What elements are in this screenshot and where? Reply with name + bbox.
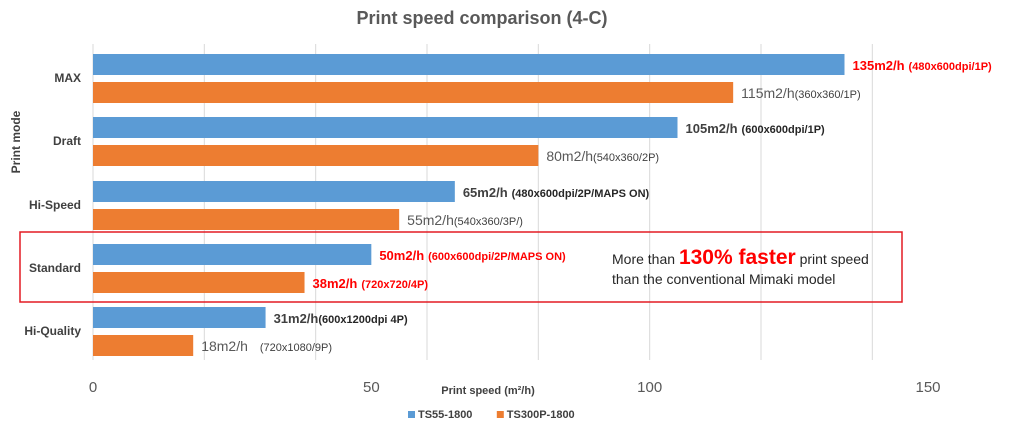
legend-label: TS55-1800 xyxy=(418,409,472,421)
x-tick-labels: 0 50 100 150 xyxy=(89,379,941,396)
data-label-detail: (540x360/3P/) xyxy=(454,216,523,228)
data-label-value: 115m2/h xyxy=(741,85,794,101)
x-tick-label: 50 xyxy=(363,379,380,396)
data-label-detail: (720x720/4P) xyxy=(361,279,428,291)
bar-ts300p xyxy=(93,82,734,103)
category-label: Standard xyxy=(29,261,81,275)
data-label-detail: (600x600dpi/2P/MAPS ON) xyxy=(428,251,566,263)
highlight-box xyxy=(19,231,903,303)
data-label-detail: (600x600dpi/1P) xyxy=(742,124,825,136)
x-tick-label: 150 xyxy=(915,379,940,396)
bar-ts55 xyxy=(93,54,845,75)
highlight-callout: More than 130% faster print speed than th… xyxy=(19,231,903,303)
data-label: 65m2/h (480x600dpi/2P/MAPS ON) xyxy=(463,185,650,200)
data-label-value: 55m2/h xyxy=(407,212,454,228)
bar-ts55 xyxy=(93,307,266,328)
data-label: 55m2/h(540x360/3P/) xyxy=(407,212,523,228)
x-tick-label: 0 xyxy=(89,379,97,396)
data-label-value: 135m2/h xyxy=(853,58,905,73)
legend-swatch xyxy=(408,411,415,418)
data-label: 38m2/h (720x720/4P) xyxy=(313,276,429,291)
x-tick-label: 100 xyxy=(637,379,662,396)
data-label: 80m2/h(540x360/2P) xyxy=(546,148,659,164)
data-label-detail: (540x360/2P) xyxy=(593,152,659,164)
category-label: Hi-Quality xyxy=(24,324,81,338)
data-label: 50m2/h (600x600dpi/2P/MAPS ON) xyxy=(379,248,566,263)
callout-line-1: More than 130% faster print speed xyxy=(612,246,869,269)
legend-swatch xyxy=(496,411,504,418)
x-axis-title: Print speed (m²/h) xyxy=(441,385,535,397)
data-label-value: 80m2/h xyxy=(546,148,593,164)
bar-ts300p xyxy=(93,209,400,230)
data-label: 31m2/h(600x1200dpi 4P) xyxy=(274,311,408,326)
data-label-value: 105m2/h xyxy=(686,121,738,136)
data-label-detail: (720x1080/9P) xyxy=(260,342,332,354)
category-labels: MAX Draft Hi-Speed Standard Hi-Quality xyxy=(24,71,81,338)
data-label: 105m2/h (600x600dpi/1P) xyxy=(686,121,826,136)
data-label: 115m2/h(360x360/1P) xyxy=(741,85,861,101)
data-label-value: 65m2/h xyxy=(463,185,508,200)
data-label-detail: (360x360/1P) xyxy=(795,89,861,101)
data-label-value: 38m2/h xyxy=(313,276,358,291)
bar-ts55 xyxy=(93,181,455,202)
category-label: Draft xyxy=(53,134,81,148)
bar-ts55 xyxy=(93,244,372,265)
data-label-detail: (600x1200dpi 4P) xyxy=(318,314,408,326)
data-label-detail: (480x600dpi/1P) xyxy=(909,61,992,73)
data-label: 135m2/h (480x600dpi/1P) xyxy=(853,58,993,73)
bar-ts300p xyxy=(93,272,305,293)
chart-title: Print speed comparison (4-C) xyxy=(356,8,607,28)
callout-prefix: More than xyxy=(612,251,679,267)
bar-ts55 xyxy=(93,117,678,138)
bars xyxy=(93,54,845,356)
bar-ts300p xyxy=(93,335,194,356)
bar-ts300p xyxy=(93,145,539,166)
data-label-value: 18m2/h xyxy=(201,338,248,354)
data-label: 18m2/h (720x1080/9P) xyxy=(201,338,332,354)
legend-label: TS300P-1800 xyxy=(507,409,575,421)
callout-suffix: print speed xyxy=(796,251,869,267)
data-label-value: 31m2/h xyxy=(274,311,319,326)
data-label-value: 50m2/h xyxy=(379,248,424,263)
data-labels: 135m2/h (480x600dpi/1P) 105m2/h (600x600dpi… xyxy=(201,58,992,354)
callout-line-2: than the conventional Mimaki model xyxy=(612,271,835,287)
callout-emphasis: 130% faster xyxy=(679,246,796,269)
legend: TS55-1800 TS300P-1800 xyxy=(408,409,575,421)
category-label: MAX xyxy=(54,71,81,85)
data-label-detail: (480x600dpi/2P/MAPS ON) xyxy=(512,188,650,200)
category-label: Hi-Speed xyxy=(29,198,81,212)
y-axis-title: Print mode xyxy=(9,110,23,173)
